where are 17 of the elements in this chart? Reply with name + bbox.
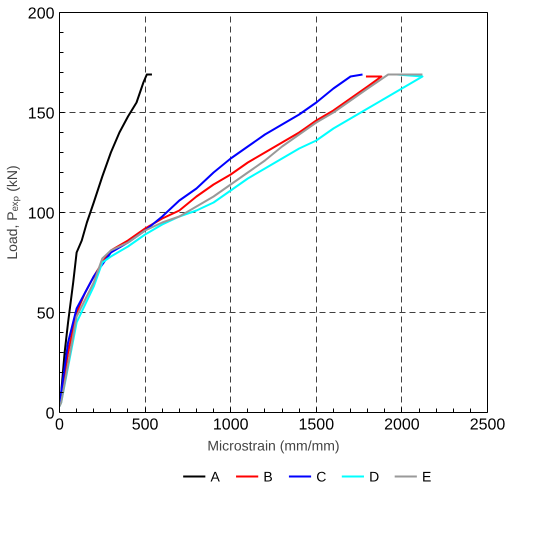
x-tick-label: 2000 (384, 416, 420, 434)
y-tick-label: 150 (28, 106, 55, 122)
y-tick-label: 100 (28, 206, 55, 222)
x-axis-title: Microstrain (mm/mm) (207, 438, 340, 454)
legend-label: C (316, 468, 326, 484)
legend-label: B (263, 468, 273, 484)
y-tick-label: 50 (36, 306, 55, 322)
x-tick-label: 2500 (470, 416, 506, 434)
y-axis-title: Load, Pₑₓₚ (kN) (4, 165, 21, 260)
legend-label: A (210, 468, 220, 484)
y-tick-label: 0 (46, 406, 55, 422)
legend-label: D (369, 468, 380, 484)
x-tick-label: 1000 (212, 416, 249, 434)
x-tick-label: 1500 (298, 416, 334, 434)
y-tick-label: 200 (28, 6, 55, 22)
x-tick-label: 500 (132, 416, 159, 434)
legend-label: E (422, 468, 432, 484)
